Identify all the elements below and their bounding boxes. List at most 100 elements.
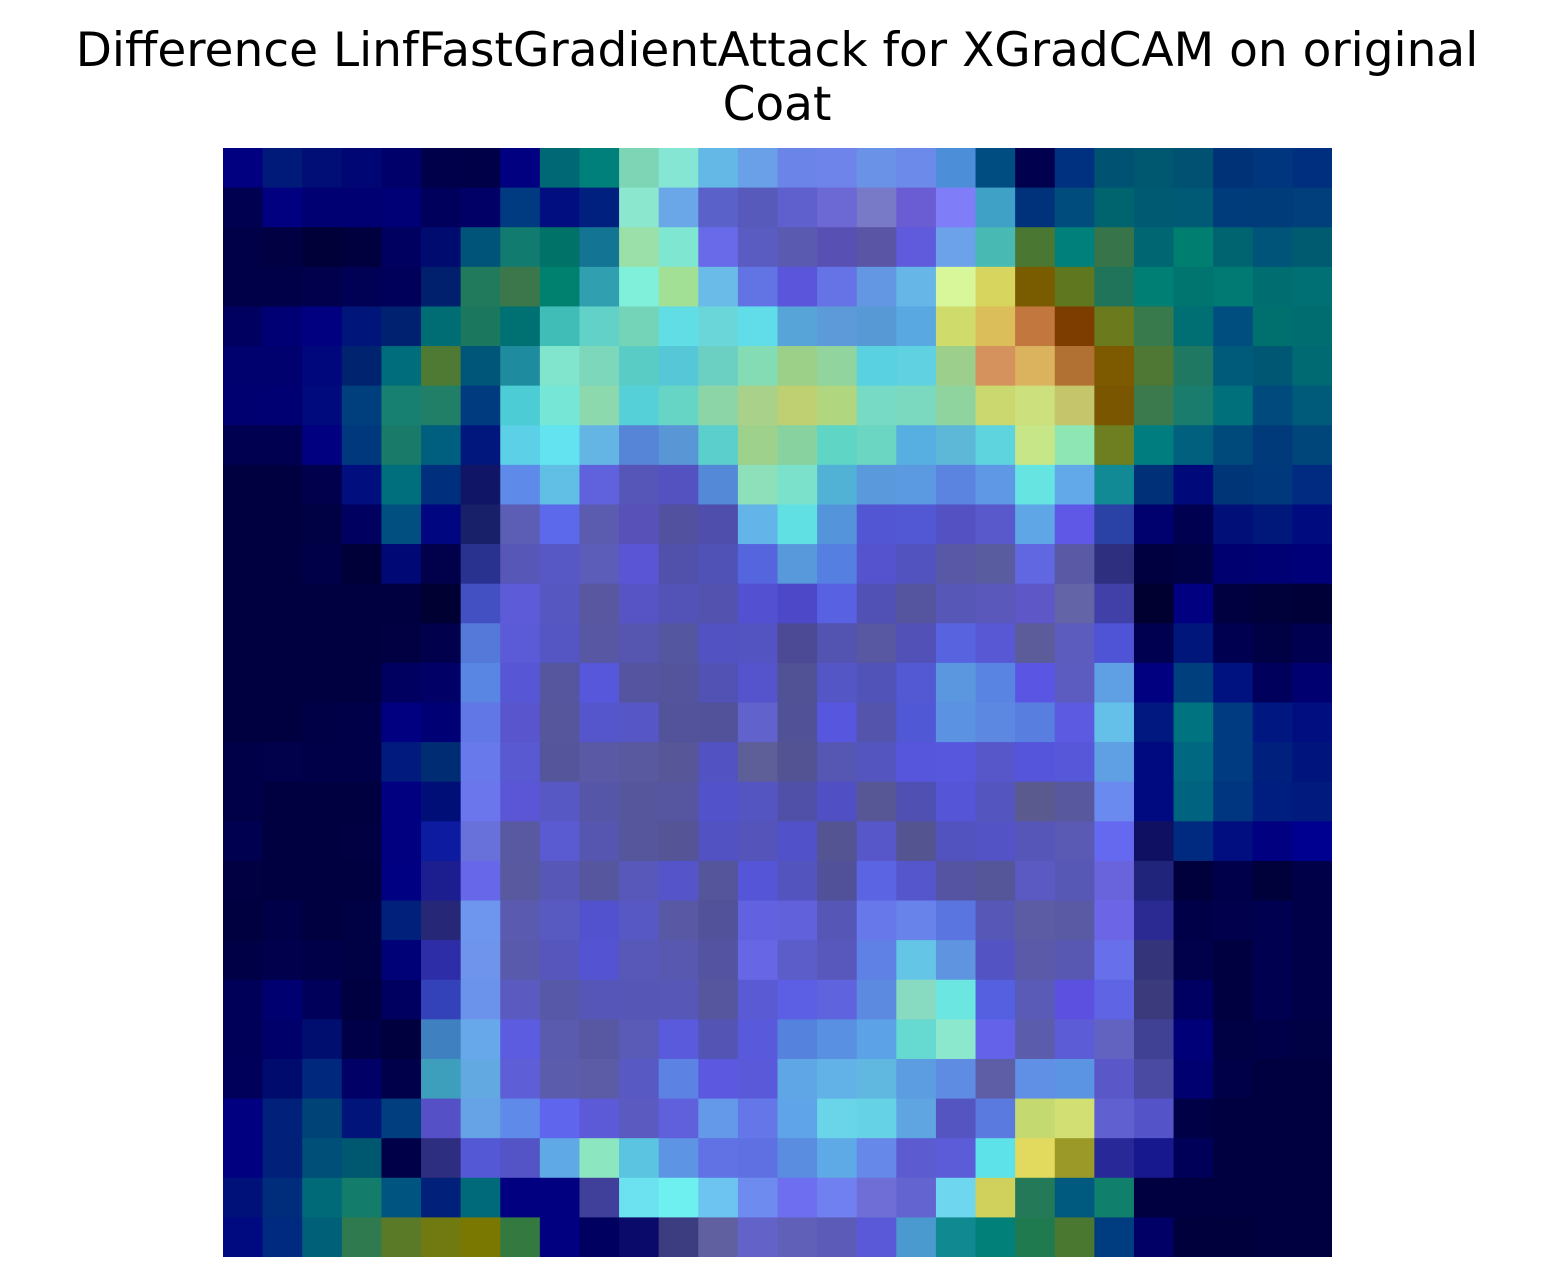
heatmap-cell-r18-c23 [1133,860,1175,902]
heatmap-cell-r12-c19 [975,623,1016,664]
heatmap-cell-r2-c16 [856,227,897,268]
heatmap-cell-r0-c18 [935,148,977,189]
heatmap-cell-r21-c1 [262,979,303,1020]
heatmap-cell-r21-c11 [658,979,699,1020]
heatmap-cell-r26-c17 [896,1177,937,1218]
heatmap-cell-r4-c3 [341,306,383,347]
heatmap-cell-r0-c17 [896,148,937,189]
heatmap-cell-r4-c12 [698,306,739,347]
heatmap-cell-r10-c0 [223,544,264,585]
heatmap-cell-r4-c26 [1252,306,1293,347]
heatmap-cell-r14-c18 [935,702,977,743]
heatmap-cell-r20-c0 [223,940,264,981]
heatmap-cell-r0-c13 [737,148,779,189]
heatmap-cell-r22-c15 [817,1019,858,1060]
heatmap-cell-r8-c15 [817,464,858,506]
heatmap-cell-r3-c3 [341,266,383,308]
heatmap-cell-r9-c0 [223,504,264,545]
heatmap-cell-r15-c24 [1173,742,1214,783]
heatmap-cell-r11-c2 [302,583,343,624]
heatmap-cell-r3-c13 [737,266,779,308]
heatmap-cell-r19-c8 [539,900,581,941]
heatmap-cell-r23-c8 [539,1058,581,1100]
heatmap-cell-r7-c2 [302,425,343,466]
heatmap-cell-r5-c15 [817,346,858,387]
heatmap-cell-r16-c17 [896,781,937,822]
heatmap-cell-r1-c22 [1094,187,1135,228]
heatmap-cell-r0-c11 [658,148,699,189]
heatmap-cell-r14-c9 [579,702,620,743]
heatmap-cell-r8-c17 [896,464,937,506]
heatmap-cell-r1-c21 [1054,187,1095,228]
heatmap-cell-r17-c6 [460,821,501,862]
heatmap-cell-r20-c8 [539,940,581,981]
heatmap-cell-r12-c14 [777,623,818,664]
heatmap-cell-r7-c16 [856,425,897,466]
heatmap-cell-r3-c16 [856,266,897,308]
heatmap-cell-r21-c12 [698,979,739,1020]
heatmap-cell-r18-c4 [381,860,422,902]
chart-title-line-2: Coat [722,77,832,132]
heatmap-cell-r24-c26 [1252,1098,1293,1139]
heatmap-cell-r12-c8 [539,623,581,664]
heatmap-cell-r24-c9 [579,1098,620,1139]
heatmap-cell-r3-c0 [223,266,264,308]
heatmap-cell-r24-c25 [1213,1098,1254,1139]
heatmap-cell-r27-c3 [341,1217,383,1257]
heatmap-cell-r26-c16 [856,1177,897,1218]
heatmap-cell-r23-c27 [1292,1058,1332,1100]
heatmap-cell-r27-c1 [262,1217,303,1257]
heatmap-cell-r17-c11 [658,821,699,862]
heatmap-cell-r2-c19 [975,227,1016,268]
heatmap-cell-r4-c4 [381,306,422,347]
heatmap-cell-r24-c11 [658,1098,699,1139]
heatmap-cell-r7-c11 [658,425,699,466]
heatmap-cell-r15-c22 [1094,742,1135,783]
heatmap-cell-r10-c11 [658,544,699,585]
heatmap-cell-r2-c18 [935,227,977,268]
heatmap-cell-r17-c10 [619,821,660,862]
heatmap-cell-r23-c15 [817,1058,858,1100]
heatmap-cell-r7-c7 [500,425,541,466]
heatmap-cell-r9-c5 [421,504,462,545]
heatmap-cell-r6-c23 [1133,385,1175,426]
heatmap-cell-r24-c27 [1292,1098,1332,1139]
heatmap-cell-r15-c7 [500,742,541,783]
heatmap-cell-r21-c7 [500,979,541,1020]
heatmap-cell-r23-c16 [856,1058,897,1100]
heatmap-cell-r23-c22 [1094,1058,1135,1100]
heatmap-cell-r6-c19 [975,385,1016,426]
heatmap-cell-r8-c10 [619,464,660,506]
heatmap-cell-r25-c26 [1252,1138,1293,1179]
heatmap-cell-r4-c0 [223,306,264,347]
heatmap-cell-r18-c13 [737,860,779,902]
heatmap-cell-r15-c25 [1213,742,1254,783]
heatmap-cell-r0-c23 [1133,148,1175,189]
heatmap-cell-r9-c25 [1213,504,1254,545]
heatmap-cell-r3-c8 [539,266,581,308]
heatmap-cell-r23-c23 [1133,1058,1175,1100]
heatmap-cell-r17-c21 [1054,821,1095,862]
heatmap-cell-r1-c13 [737,187,779,228]
heatmap-cell-r3-c2 [302,266,343,308]
heatmap-cell-r21-c0 [223,979,264,1020]
heatmap-cell-r25-c4 [381,1138,422,1179]
heatmap-cell-r1-c19 [975,187,1016,228]
heatmap-cell-r7-c0 [223,425,264,466]
heatmap-cell-r20-c26 [1252,940,1293,981]
heatmap-cell-r11-c25 [1213,583,1254,624]
heatmap-cell-r23-c7 [500,1058,541,1100]
heatmap-cell-r6-c8 [539,385,581,426]
heatmap-cell-r11-c23 [1133,583,1175,624]
heatmap-cell-r14-c3 [341,702,383,743]
heatmap-cell-r0-c7 [500,148,541,189]
heatmap-cell-r13-c27 [1292,662,1332,704]
heatmap-cell-r21-c15 [817,979,858,1020]
heatmap-cell-r4-c1 [262,306,303,347]
heatmap-cell-r16-c27 [1292,781,1332,822]
heatmap-cell-r4-c15 [817,306,858,347]
heatmap-cell-r18-c19 [975,860,1016,902]
heatmap-cell-r9-c20 [1015,504,1056,545]
heatmap-cell-r2-c5 [421,227,462,268]
heatmap-cell-r27-c8 [539,1217,581,1257]
